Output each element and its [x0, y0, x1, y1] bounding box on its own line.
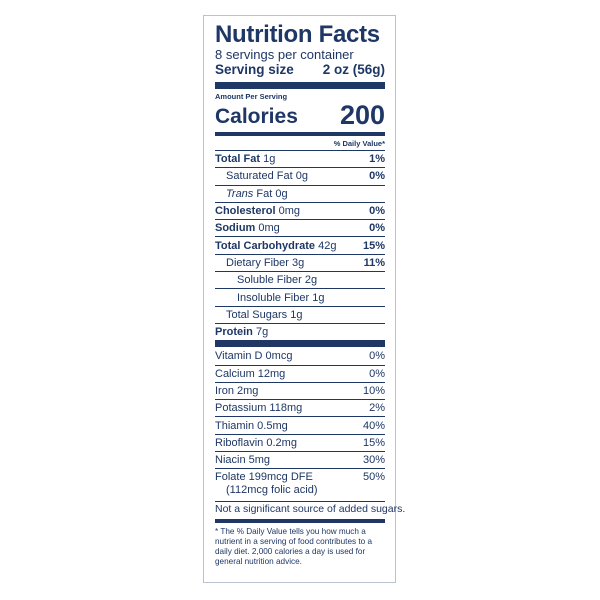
amount-per-serving: Amount Per Serving	[215, 92, 288, 101]
vitamin-dv: 0%	[369, 349, 385, 362]
nutrient-name: Trans	[226, 187, 254, 200]
vitamin-row: Iron 2mg 10%	[215, 381, 385, 399]
label-title: Nutrition Facts	[215, 21, 380, 48]
nutrient-row-sodium: Sodium 0mg 0%	[215, 219, 385, 236]
nutrient-name: Total Carbohydrate	[215, 239, 316, 252]
nutrient-name: Dietary Fiber	[226, 256, 289, 269]
nutrient-amount: 0mg	[258, 222, 280, 235]
calories-row: Calories 200	[215, 101, 385, 129]
nutrient-name: Soluble Fiber	[237, 274, 302, 287]
nutrient-amount: 1g	[263, 153, 276, 166]
vitamin-name: Calcium 12mg	[215, 367, 286, 380]
vitamin-dv: 2%	[369, 402, 385, 415]
nutrient-row-total-sugars: Total Sugars 1g	[215, 305, 385, 323]
calories-label: Calories	[215, 105, 298, 128]
nutrient-amount: 2g	[304, 274, 318, 287]
nutrient-amount: 7g	[255, 326, 269, 339]
nutrient-name: Saturated Fat	[226, 170, 293, 183]
nutrient-name: Cholesterol	[215, 205, 276, 218]
nutrient-name-suffix: Fat	[256, 187, 273, 200]
added-sugars-note: Not a significant source of added sugars…	[215, 501, 405, 519]
nutrient-row-total-carbohydrate: Total Carbohydrate 42g 15%	[215, 236, 385, 253]
medium-divider	[215, 132, 385, 136]
nutrient-name: Total Sugars	[226, 308, 288, 321]
calories-value: 200	[339, 100, 385, 130]
nutrient-dv: 0%	[369, 222, 385, 235]
vitamin-name: Iron 2mg	[215, 385, 259, 397]
vitamin-name: Potassium 118mg	[215, 402, 303, 415]
vitamin-dv: 40%	[362, 419, 385, 432]
vitamin-dv: 15%	[362, 436, 385, 449]
serving-size-value: 2 oz (56g)	[322, 62, 385, 77]
medium-divider	[215, 519, 385, 524]
serving-size-label: Serving size	[215, 62, 294, 77]
nutrient-dv: 0%	[369, 205, 385, 218]
vitamin-row: Thiamin 0.5mg 40%	[215, 416, 385, 433]
vitamin-row: Vitamin D 0mcg 0%	[215, 347, 385, 364]
nutrient-name: Total Fat	[215, 153, 261, 166]
vitamin-name: Riboflavin 0.2mg	[215, 436, 297, 449]
daily-value-header: % Daily Value*	[333, 139, 385, 148]
nutrient-name: Sodium	[215, 222, 256, 235]
nutrient-amount: 0g	[295, 170, 308, 183]
nutrient-amount: 0mg	[278, 205, 300, 218]
nutrition-facts-label: Nutrition Facts 8 servings per container…	[203, 15, 405, 583]
servings-per-container: 8 servings per container	[215, 47, 354, 62]
vitamin-name: Vitamin D 0mcg	[215, 349, 293, 362]
daily-value-footnote: * The % Daily Value tells you how much a…	[215, 527, 373, 567]
vitamin-subnote: (112mcg folic acid)	[226, 483, 318, 496]
vitamin-name: Thiamin 0.5mg	[215, 419, 288, 432]
vitamin-row: Niacin 5mg 30%	[215, 451, 385, 468]
vitamin-row-folate: Folate 199mcg DFE (112mcg folic acid) 50…	[215, 468, 385, 498]
nutrient-row-dietary-fiber: Dietary Fiber 3g 11%	[215, 253, 385, 271]
serving-size-row: Serving size 2 oz (56g)	[215, 62, 385, 78]
nutrient-dv: 1%	[369, 153, 385, 166]
nutrient-row-saturated-fat: Saturated Fat 0g 0%	[215, 167, 385, 184]
nutrient-dv: 11%	[363, 256, 385, 269]
vitamin-dv: 30%	[362, 454, 385, 467]
nutrient-row-cholesterol: Cholesterol 0mg 0%	[215, 201, 385, 219]
vitamin-dv: 10%	[362, 385, 385, 397]
nutrient-amount: 1g	[290, 308, 303, 321]
nutrient-row-protein: Protein 7g	[215, 322, 385, 340]
thick-divider	[215, 340, 385, 348]
nutrient-row-soluble-fiber: Soluble Fiber 2g	[215, 271, 385, 288]
nutrient-amount: 0g	[275, 187, 288, 200]
nutrient-name: Protein	[215, 326, 253, 339]
vitamin-row: Riboflavin 0.2mg 15%	[215, 433, 385, 451]
vitamin-row: Calcium 12mg 0%	[215, 364, 385, 382]
nutrient-dv: 0%	[369, 170, 385, 183]
nutrient-row-total-fat: Total Fat 1g 1%	[215, 150, 385, 167]
thick-divider	[215, 82, 385, 89]
vitamin-dv: 50%	[362, 471, 385, 484]
vitamin-list: Vitamin D 0mcg 0% Calcium 12mg 0% Iron 2mg 10…	[215, 347, 385, 468]
vitamin-name: Folate 199mcg DFE	[215, 471, 313, 484]
nutrient-row-trans-fat: Trans Fat 0g	[215, 184, 385, 202]
vitamin-dv: 0%	[369, 367, 385, 380]
vitamin-name: Niacin 5mg	[215, 454, 271, 467]
nutrient-amount: 42g	[318, 239, 337, 252]
nutrient-row-insoluble-fiber: Insoluble Fiber 1g	[215, 288, 385, 305]
vitamin-row: Potassium 118mg 2%	[215, 399, 385, 416]
nutrient-amount: 1g	[312, 291, 325, 304]
nutrient-amount: 3g	[292, 256, 305, 269]
nutrient-dv: 15%	[362, 239, 385, 252]
nutrient-name: Insoluble Fiber	[237, 291, 310, 304]
